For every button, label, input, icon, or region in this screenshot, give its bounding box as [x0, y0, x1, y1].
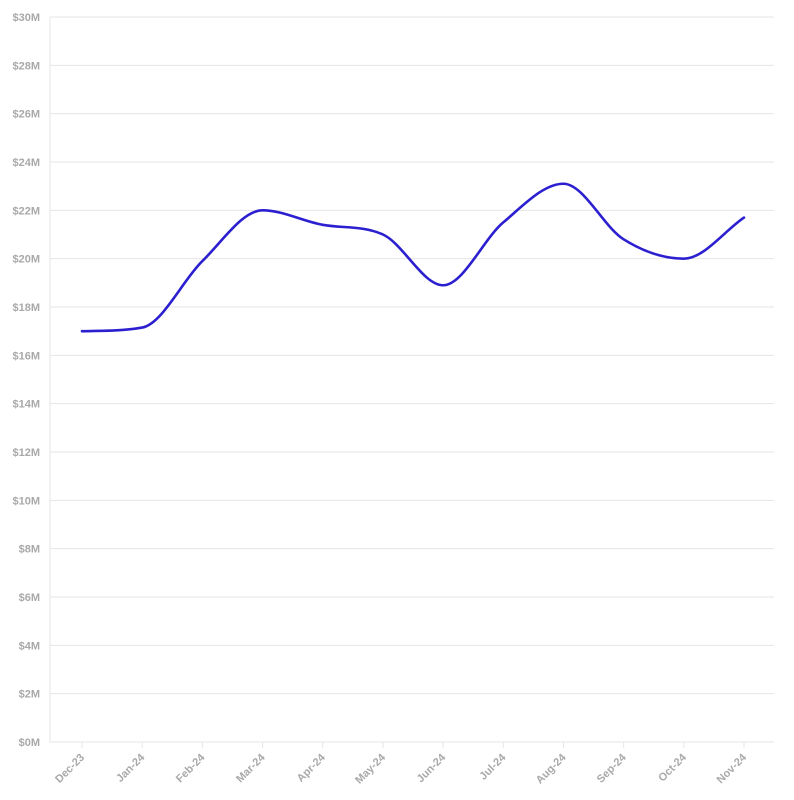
x-tick-label: Mar-24 [234, 751, 268, 785]
y-axis-ticks: $0M $2M $4M $6M $8M $10M $12M $14M $16M $18M $20M $… [12, 12, 40, 749]
x-tick-label: Jul-24 [477, 751, 509, 783]
y-tick-label: $26M [12, 109, 40, 121]
x-tick-label: May-24 [353, 751, 388, 786]
y-tick-label: $16M [12, 350, 40, 362]
y-tick-label: $22M [12, 205, 40, 217]
y-tick-label: $12M [12, 447, 40, 459]
x-tick-label: Sep-24 [595, 751, 630, 786]
grid-layer [50, 16, 774, 743]
x-tick-label: Feb-24 [174, 751, 208, 785]
x-axis-ticks: Dec-23 Jan-24 Feb-24 Mar-24 Apr-24 May-24 Jun-… [53, 751, 750, 786]
series-layer [80, 182, 746, 333]
axis-layer [49, 17, 745, 748]
y-tick-label: $28M [12, 60, 40, 72]
y-tick-label: $0M [19, 737, 40, 749]
y-tick-label: $8M [19, 544, 40, 556]
series-line [80, 182, 746, 333]
x-tick-label: Jun-24 [415, 751, 449, 785]
y-tick-label: $4M [19, 640, 40, 652]
y-tick-label: $6M [19, 592, 40, 604]
y-tick-label: $14M [12, 399, 40, 411]
y-tick-label: $18M [12, 302, 40, 314]
x-tick-label: Oct-24 [656, 751, 689, 784]
y-tick-label: $2M [19, 689, 40, 701]
x-tick-label: Nov-24 [715, 751, 750, 786]
y-tick-label: $24M [12, 157, 40, 169]
x-tick-label: Dec-23 [53, 752, 87, 786]
x-tick-label: Aug-24 [534, 751, 569, 786]
x-tick-label: Apr-24 [295, 751, 329, 785]
y-tick-label: $30M [12, 12, 40, 24]
y-tick-label: $20M [12, 254, 40, 266]
x-tick-label: Jan-24 [114, 751, 148, 785]
y-tick-label: $10M [12, 495, 40, 507]
